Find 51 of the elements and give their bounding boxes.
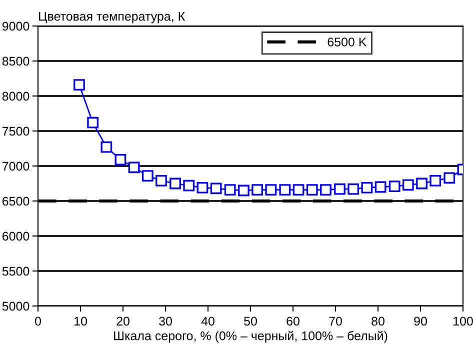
legend-label: 6500 K bbox=[328, 38, 367, 46]
point bbox=[444, 172, 456, 184]
point bbox=[142, 170, 154, 182]
point bbox=[292, 184, 304, 196]
point bbox=[361, 182, 373, 194]
point bbox=[100, 141, 112, 153]
point bbox=[74, 79, 85, 90]
point bbox=[210, 182, 222, 194]
point bbox=[402, 179, 414, 191]
point bbox=[348, 183, 360, 195]
point bbox=[156, 175, 167, 186]
y-tick-label: 5500 bbox=[2, 266, 30, 276]
point bbox=[238, 184, 250, 196]
point bbox=[196, 182, 208, 194]
y-tick-label: 6500 bbox=[2, 196, 30, 206]
y-tick-label: 9000 bbox=[2, 22, 30, 31]
point bbox=[374, 181, 386, 193]
x-tick-label: 70 bbox=[329, 316, 342, 326]
x-tick-label: 80 bbox=[372, 316, 384, 326]
x-tick-label: 40 bbox=[201, 316, 214, 326]
point bbox=[388, 180, 400, 192]
y-tick-label: 8500 bbox=[2, 56, 30, 66]
point bbox=[334, 183, 346, 195]
point bbox=[128, 162, 140, 174]
y-tick-label: 7000 bbox=[2, 162, 30, 171]
point bbox=[252, 184, 263, 196]
point bbox=[224, 184, 236, 196]
y-tick-label: 7500 bbox=[2, 126, 30, 136]
point bbox=[114, 154, 126, 166]
point bbox=[430, 175, 442, 186]
point bbox=[170, 178, 181, 190]
point bbox=[306, 184, 318, 196]
x-tick-label: 20 bbox=[116, 316, 130, 326]
x-axis-title: Шкала серого, % (0% – черный, 100% – белый) bbox=[114, 330, 388, 343]
x-tick-label: 90 bbox=[414, 316, 427, 326]
point bbox=[320, 184, 332, 196]
point bbox=[265, 184, 277, 196]
point bbox=[279, 184, 291, 196]
x-tick-label: 0 bbox=[35, 316, 41, 326]
point bbox=[183, 180, 195, 192]
x-tick-label: 50 bbox=[244, 316, 257, 326]
y-axis-title: Цветовая температура, К bbox=[39, 12, 186, 24]
point bbox=[416, 178, 428, 190]
y-tick-label: 5000 bbox=[2, 302, 30, 311]
point bbox=[87, 116, 99, 128]
y-tick-label: 8000 bbox=[2, 92, 30, 101]
x-tick-label: 100 bbox=[454, 316, 473, 326]
y-tick-label: 6000 bbox=[2, 232, 30, 241]
x-tick-label: 10 bbox=[74, 316, 87, 326]
x-tick-label: 30 bbox=[159, 316, 172, 326]
x-tick-label: 60 bbox=[286, 316, 300, 326]
